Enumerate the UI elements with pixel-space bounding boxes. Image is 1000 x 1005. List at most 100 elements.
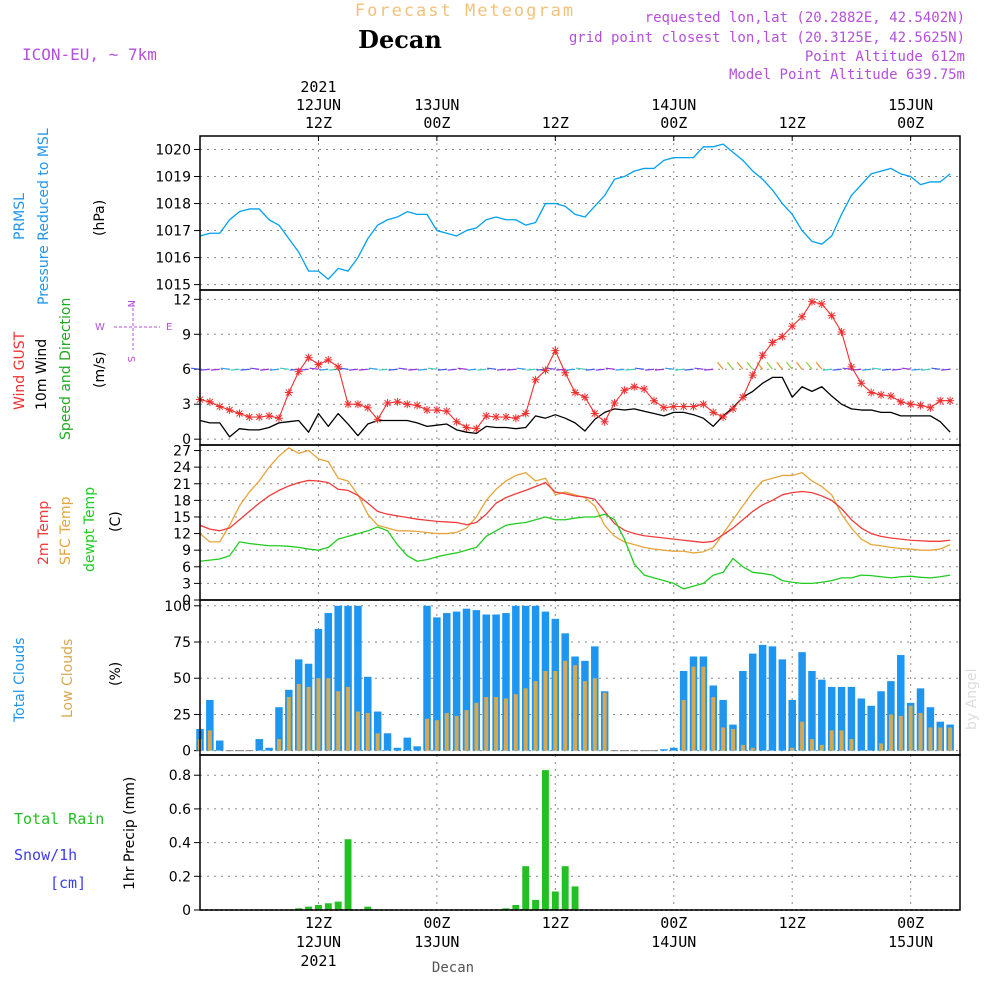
gust-marker [946, 396, 955, 405]
bar-low-clouds [355, 711, 360, 751]
bar-low-clouds [474, 702, 479, 751]
bar-rain [522, 866, 530, 910]
gust-marker [847, 362, 856, 371]
bar-low-clouds [375, 733, 380, 751]
time-label-bottom: 13JUN [414, 933, 459, 951]
gust-marker [432, 406, 441, 415]
wind-direction-arrow [200, 368, 210, 371]
bar-total-clouds [344, 605, 352, 751]
wind-direction-arrow [684, 368, 694, 371]
bar-total-clouds [670, 747, 678, 751]
gust-marker [867, 388, 876, 397]
gust-marker [936, 396, 945, 405]
precip-ylabel: 1hr Precip (mm) [122, 777, 138, 890]
wind-direction-arrow [931, 367, 941, 370]
bar-total-clouds [265, 747, 273, 751]
bar-low-clouds [681, 699, 686, 751]
bar-rain [295, 908, 303, 910]
bar-total-clouds [383, 733, 392, 751]
gust-marker [659, 403, 668, 412]
y-tick-label: 6 [182, 560, 191, 576]
gust-marker [837, 327, 846, 336]
legend-total-rain: Total Rain [14, 810, 104, 828]
time-label-bottom: 12Z [542, 914, 569, 932]
bar-total-clouds [215, 740, 224, 751]
gust-marker [857, 379, 866, 388]
time-label-bottom: 12Z [779, 914, 806, 932]
bar-total-clouds [403, 737, 412, 751]
y-tick-label: 75 [173, 635, 191, 651]
wind-direction-arrow [506, 368, 516, 371]
time-label-bottom: 14JUN [651, 933, 696, 951]
bar-low-clouds [829, 730, 834, 751]
legend-pressure: Pressure Reduced to MSL [36, 128, 52, 305]
y-tick-label: 1015 [155, 278, 191, 294]
gust-marker [393, 397, 402, 406]
wind-direction-arrow [941, 368, 951, 371]
bar-rain [571, 886, 579, 910]
gust-marker [561, 368, 570, 377]
wind-direction-arrow [872, 367, 882, 370]
bar-rain [334, 901, 342, 910]
bar-total-clouds [433, 617, 441, 751]
time-label-top: 00Z [423, 114, 450, 132]
gust-marker [462, 423, 471, 432]
wind-direction-arrow [467, 368, 477, 371]
bar-low-clouds [336, 691, 341, 751]
y-tick-label: 24 [173, 460, 191, 476]
bar-total-clouds [531, 605, 540, 751]
bar-total-clouds [768, 646, 777, 751]
y-tick-label: 12 [173, 527, 191, 543]
bar-total-clouds [462, 608, 471, 751]
gust-marker [413, 401, 422, 410]
watermark: by Angel [964, 669, 980, 730]
series-line-prmsl [199, 143, 951, 280]
panel-frame [199, 754, 961, 911]
wind-direction-arrow [881, 368, 891, 371]
bar-low-clouds [444, 712, 449, 751]
gust-marker [482, 411, 491, 420]
wind-direction-arrow [756, 361, 764, 370]
legend-2m-temp: 2m Temp [36, 501, 52, 565]
wind-direction-arrow [388, 368, 398, 371]
wind-direction-arrow [339, 367, 349, 370]
legend-snow-unit: [cm] [50, 874, 86, 892]
bar-low-clouds [434, 720, 439, 751]
y-tick-label: 0 [182, 432, 191, 448]
gust-marker [284, 388, 293, 397]
bar-low-clouds [602, 692, 607, 751]
gust-marker [590, 409, 599, 418]
bar-low-clouds [928, 727, 933, 751]
gust-marker [452, 417, 461, 426]
gust-marker [699, 400, 708, 409]
gust-marker [423, 406, 432, 415]
gust-marker [324, 355, 333, 364]
y-tick-label: 100 [164, 599, 191, 615]
bar-rain [314, 904, 322, 910]
bar-low-clouds [207, 730, 212, 751]
wind-direction-arrow [408, 368, 418, 371]
time-label-top: 12JUN [296, 96, 341, 114]
bar-low-clouds [879, 743, 884, 751]
y-tick-label: 50 [173, 671, 191, 687]
bar-total-clouds [847, 686, 856, 751]
y-tick-label: 25 [173, 707, 191, 723]
wind-direction-arrow [796, 361, 803, 370]
wind-direction-arrow [911, 368, 921, 371]
legend-speed-direction: Speed and Direction [58, 298, 74, 440]
gust-marker [600, 417, 609, 426]
gust-marker [580, 393, 589, 402]
bar-low-clouds [553, 670, 558, 751]
bar-total-clouds [758, 644, 767, 751]
time-label-top: 00Z [660, 114, 687, 132]
gust-marker [215, 402, 224, 411]
wind-direction-arrow [260, 368, 270, 371]
bar-total-clouds [443, 613, 451, 751]
bar-total-clouds [867, 705, 875, 751]
y-tick-label: 6 [182, 362, 191, 378]
gust-marker [521, 409, 530, 418]
y-tick-label: 18 [173, 493, 191, 509]
gust-marker [501, 413, 510, 422]
bar-total-clouds [877, 691, 885, 751]
